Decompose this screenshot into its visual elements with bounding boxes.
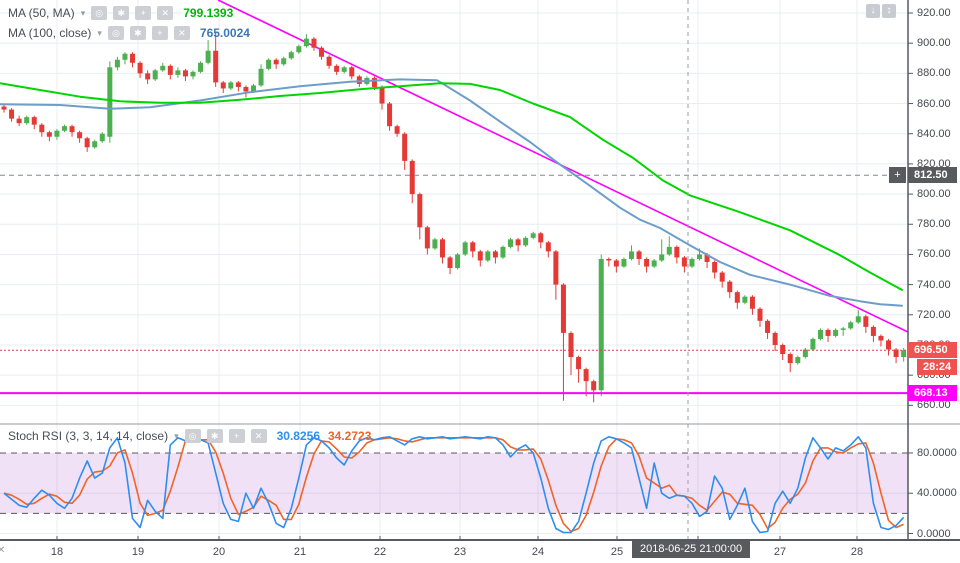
ma100-legend-row[interactable]: MA (100, close) ▾ ◎ ✱ + ✕ 765.0024 — [8, 26, 250, 40]
price-badge-812.50: 812.50 — [908, 167, 957, 184]
settings-icon[interactable]: ✱ — [129, 26, 146, 40]
time-tick-label: 25 — [610, 546, 624, 558]
chevron-down-icon[interactable]: ▾ — [174, 430, 179, 441]
visibility-icon[interactable]: ◎ — [184, 429, 201, 443]
ma50-line[interactable] — [0, 82, 903, 291]
price-badge-668.13: 668.13 — [908, 385, 957, 402]
stoch-legend-row[interactable]: Stoch RSI (3, 3, 14, 14, close) ▾ ◎ ✱ + … — [8, 429, 371, 443]
time-tick-label: 20 — [212, 546, 226, 558]
add-alert-button[interactable]: + — [889, 167, 906, 184]
crosshair-time-badge: 2018-06-25 21:00:00 — [632, 541, 751, 558]
time-tick-label: 27 — [773, 546, 787, 558]
close-icon[interactable]: ✕ — [157, 6, 174, 20]
ma50-value: 799.1393 — [183, 6, 234, 20]
time-tick-label: 21 — [293, 546, 307, 558]
price-tick-label: 900.00 — [917, 37, 951, 50]
scroll-down-button[interactable]: ↓ — [866, 4, 880, 18]
price-tick-label: 720.00 — [917, 308, 951, 321]
pane-collapse-icon[interactable]: ✕ — [0, 545, 6, 556]
chevron-down-icon[interactable]: ▾ — [80, 7, 86, 18]
bar-countdown-badge: 28:24 — [917, 359, 957, 376]
add-icon[interactable]: + — [135, 6, 152, 20]
stoch-tick-label: 80.0000 — [917, 446, 957, 459]
time-tick-label: 28 — [850, 546, 864, 558]
price-tick-label: 820.00 — [917, 157, 951, 170]
price-tick-label: 660.00 — [917, 399, 951, 412]
time-tick-label: 24 — [531, 546, 545, 558]
stoch-tick-label: 40.0000 — [917, 487, 957, 500]
settings-icon[interactable]: ✱ — [113, 6, 130, 20]
stoch-tick-label: 0.0000 — [917, 527, 951, 540]
time-tick-label: 23 — [453, 546, 467, 558]
time-tick-label: 22 — [373, 546, 387, 558]
ma50-legend-row[interactable]: MA (50, MA) ▾ ◎ ✱ + ✕ 799.1393 — [8, 6, 233, 20]
price-tick-label: 780.00 — [917, 218, 951, 231]
stoch-legend-label: Stoch RSI (3, 3, 14, 14, close) — [8, 429, 169, 443]
add-icon[interactable]: + — [151, 26, 168, 40]
stoch-d-value: 34.2723 — [328, 429, 372, 443]
price-tick-label: 760.00 — [917, 248, 951, 261]
settings-icon[interactable]: ✱ — [206, 429, 223, 443]
price-tick-label: 840.00 — [917, 127, 951, 140]
gridlines — [0, 0, 908, 540]
price-tick-label: 800.00 — [917, 188, 951, 201]
chevron-down-icon[interactable]: ▾ — [97, 27, 102, 38]
price-badge-696.50: 696.50 — [908, 342, 957, 359]
price-tick-label: 920.00 — [917, 7, 951, 19]
price-tick-label: 740.00 — [917, 278, 951, 291]
time-tick-label: 18 — [50, 546, 64, 558]
maximize-pane-button[interactable]: ↕ — [882, 4, 896, 18]
ma100-value: 765.0024 — [199, 26, 250, 40]
stoch-band — [0, 452, 908, 514]
price-tick-label: 860.00 — [917, 97, 951, 110]
candles — [1, 32, 907, 403]
add-icon[interactable]: + — [228, 429, 245, 443]
price-tick-label: 880.00 — [917, 67, 951, 80]
ma100-line[interactable] — [0, 78, 903, 307]
ma50-legend-label: MA (50, MA) — [8, 6, 75, 20]
close-icon[interactable]: ✕ — [173, 26, 190, 40]
visibility-icon[interactable]: ◎ — [91, 6, 108, 20]
time-tick-label: 19 — [131, 546, 145, 558]
visibility-icon[interactable]: ◎ — [107, 26, 124, 40]
ma100-legend-label: MA (100, close) — [8, 26, 92, 40]
stoch-k-value: 30.8256 — [276, 429, 320, 443]
stoch-k-line — [3, 435, 905, 534]
close-icon[interactable]: ✕ — [250, 429, 267, 443]
